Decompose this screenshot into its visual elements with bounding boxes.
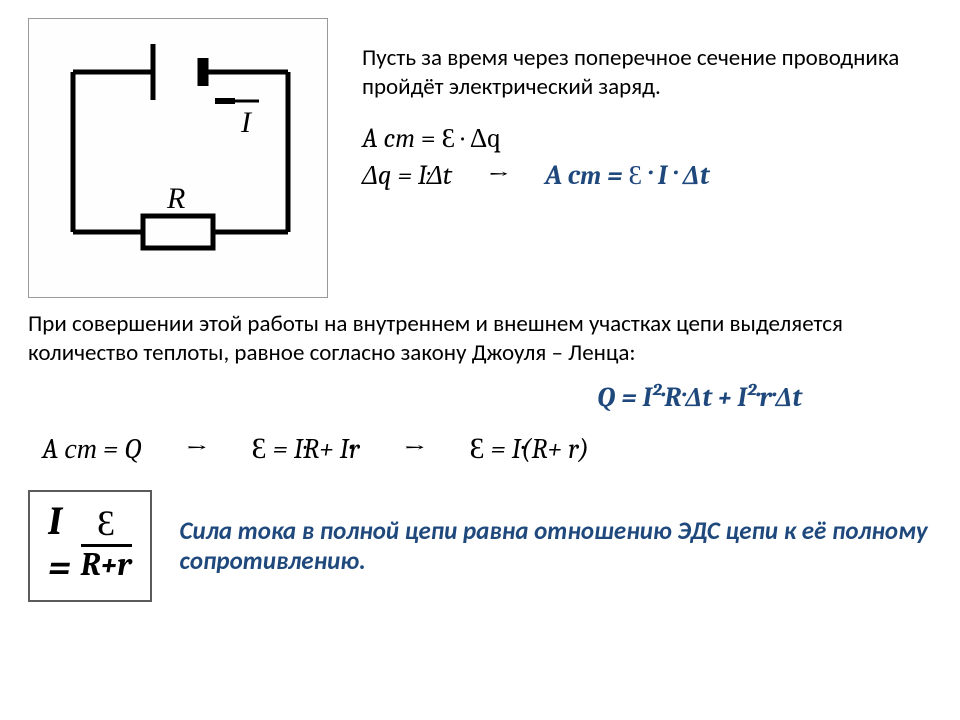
current-label: I bbox=[240, 106, 253, 139]
joule-lenz-paragraph: При совершении этой работы на внутреннем… bbox=[28, 310, 932, 368]
circuit-diagram: I R bbox=[28, 18, 328, 298]
intro-paragraph: Пусть за время через поперечное сечение … bbox=[362, 44, 932, 102]
equation-charge-current: Δq = I·Δt→A cт = Ɛ · I · Δt bbox=[362, 159, 932, 193]
heat-equation: Q = I²·R·Δt + I²·r·Δt bbox=[28, 382, 932, 413]
ohm-law-formula: I = Ɛ R+r bbox=[28, 490, 152, 602]
equation-work-charge: A cт = Ɛ · Δq bbox=[362, 122, 932, 156]
derivation-row: A ст = Q→Ɛ = I·R+ I·r→Ɛ = I·(R+ r) bbox=[42, 431, 932, 466]
conclusion-text: Сила тока в полной цепи равна отношению … bbox=[180, 516, 932, 576]
resistor-label: R bbox=[166, 182, 185, 215]
